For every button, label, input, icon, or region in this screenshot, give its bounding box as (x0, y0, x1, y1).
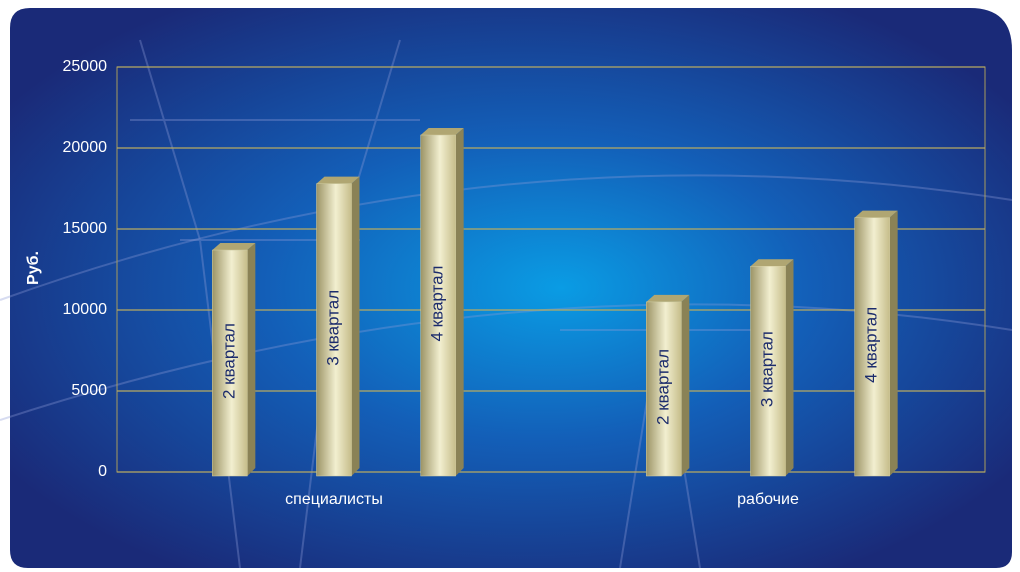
x-tick-label: рабочие (737, 491, 799, 508)
bar-top (750, 259, 794, 267)
bar-top (316, 176, 360, 184)
bar-label: 2 квартал (219, 323, 238, 399)
y-tick-label: 20000 (63, 139, 108, 156)
bar (420, 134, 456, 477)
bar-label: 4 квартал (428, 266, 447, 342)
bar-top (646, 294, 690, 302)
bar-side (889, 210, 898, 476)
y-axis-label: Руб. (25, 251, 42, 285)
y-tick-label: 15000 (63, 220, 108, 237)
bar-side (455, 128, 464, 477)
bar-label: 3 квартал (323, 290, 342, 366)
bar-side (681, 294, 690, 476)
x-tick-label: специалисты (285, 491, 383, 508)
bar (316, 183, 352, 477)
bar-label: 3 квартал (757, 331, 776, 407)
bar-side (247, 243, 256, 476)
bar (212, 249, 248, 477)
bar-side (785, 259, 794, 476)
bar-top (212, 243, 256, 251)
bar-top (420, 128, 464, 136)
bar (854, 217, 890, 477)
y-tick-label: 25000 (63, 58, 108, 75)
bar (750, 266, 786, 477)
y-tick-label: 0 (98, 463, 107, 480)
bar-top (854, 210, 898, 218)
bar-side (351, 176, 360, 476)
bar (646, 301, 682, 477)
y-tick-label: 5000 (71, 382, 107, 399)
bar-label: 2 квартал (653, 349, 672, 425)
y-tick-label: 10000 (63, 301, 108, 318)
bar-label: 4 квартал (862, 307, 881, 383)
